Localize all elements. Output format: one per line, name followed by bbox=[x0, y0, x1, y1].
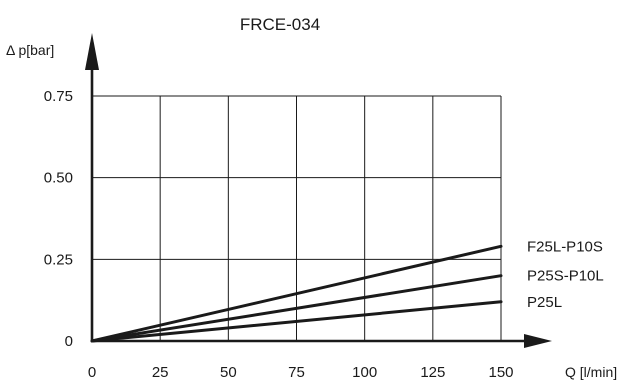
x-tick-label: 125 bbox=[420, 364, 445, 381]
series-label: F25L-P10S bbox=[527, 238, 603, 255]
series-line bbox=[90, 300, 503, 343]
y-axis-arrow bbox=[85, 33, 99, 70]
series-label: P25L bbox=[527, 294, 562, 311]
x-tick-label: 0 bbox=[88, 364, 96, 381]
y-tick-label: 0.25 bbox=[44, 251, 73, 268]
series-line bbox=[90, 244, 503, 343]
y-tick-label: 0.50 bbox=[44, 170, 73, 187]
series-lines bbox=[90, 244, 503, 343]
x-tick-label: 75 bbox=[288, 364, 305, 381]
y-tick-label: 0 bbox=[65, 333, 73, 350]
x-axis-arrow bbox=[524, 334, 552, 348]
x-tick-label: 150 bbox=[488, 364, 513, 381]
x-tick-label: 25 bbox=[152, 364, 169, 381]
x-tick-label: 100 bbox=[352, 364, 377, 381]
series-line bbox=[90, 274, 503, 343]
y-axis-label: Δ p[bar] bbox=[6, 42, 54, 58]
grid bbox=[92, 95, 502, 341]
axes bbox=[85, 33, 552, 348]
series-label: P25S-P10L bbox=[527, 268, 604, 285]
y-tick-label: 0.75 bbox=[44, 88, 73, 105]
x-tick-label: 50 bbox=[220, 364, 237, 381]
x-axis-label: Q [l/min] bbox=[565, 364, 617, 380]
tick-labels: 0 25 50 75 100 125 150 0 0.25 0.50 0.75 bbox=[44, 88, 514, 381]
chart-title: FRCE-034 bbox=[240, 15, 320, 34]
series-labels: F25L-P10S P25S-P10L P25L bbox=[527, 238, 604, 311]
